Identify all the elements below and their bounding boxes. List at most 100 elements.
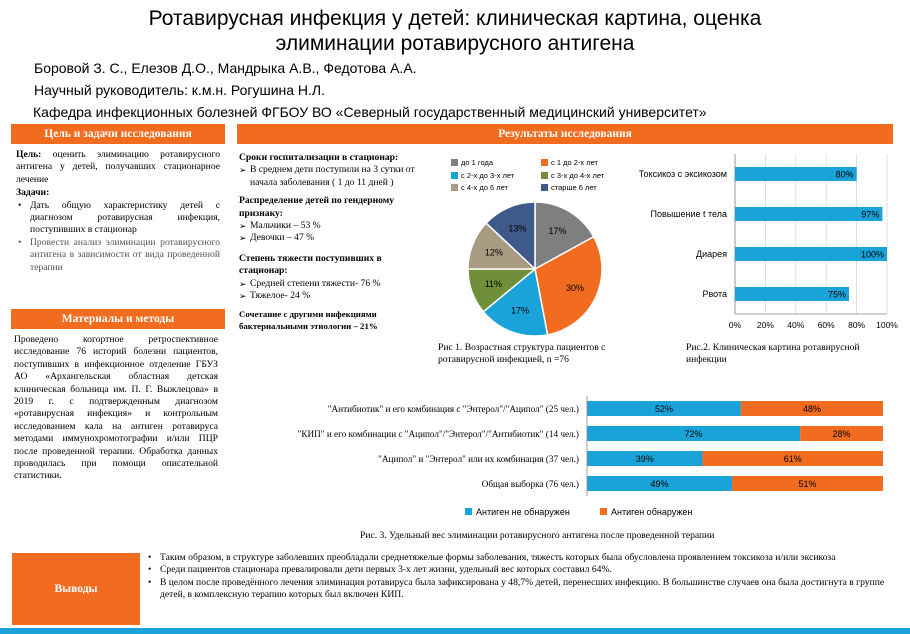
segment-value-label: 49% xyxy=(651,479,669,489)
clinical-bar xyxy=(735,207,883,221)
gender-title: Распределение детей по гендерному призна… xyxy=(239,195,395,219)
x-tick-label: 80% xyxy=(848,320,865,330)
conclusion-item: Таким образом, в структуре заболевших пр… xyxy=(146,552,906,565)
category-label: Токсикоз с эксикозом xyxy=(639,169,727,179)
bar-value-label: 100% xyxy=(861,250,884,260)
poster-title: Ротавирусная инфекция у детей: клиническ… xyxy=(0,6,910,56)
category-label: "Аципол" и "Энтерол" или их комбинация (… xyxy=(378,454,579,464)
stacked-bar-segment xyxy=(702,451,883,466)
stacked-bar-segment xyxy=(587,476,733,491)
legend-swatch xyxy=(541,159,548,166)
title-line-2: элиминации ротавирусного антигена xyxy=(275,32,635,55)
stacked-bar-segment xyxy=(587,451,703,466)
pie-slice-label: 11% xyxy=(485,279,502,289)
bar-value-label: 80% xyxy=(836,170,854,180)
segment-value-label: 48% xyxy=(803,404,821,414)
clinical-bar xyxy=(735,287,849,301)
legend-label: Антиген не обнаружен xyxy=(476,507,570,517)
category-label: "КИП" и его комбинации с "Аципол"/"Энтер… xyxy=(298,429,579,439)
pie-legend-item: с 4-х до 6 лет xyxy=(451,183,508,192)
stacked-bar-segment xyxy=(740,401,883,416)
x-tick-label: 60% xyxy=(818,320,835,330)
severity-title: Степень тяжести поступивших в стационар: xyxy=(239,252,382,277)
pie-slice xyxy=(534,235,603,336)
gender-item: Мальчики – 53 % xyxy=(239,220,429,233)
pie-legend-item: с 2-х до 3-х лет xyxy=(451,171,514,180)
gender-item: Девочки – 47 % xyxy=(239,232,429,245)
bar-value-label: 97% xyxy=(861,210,879,220)
methods-paragraph: Проведено когортное ретроспективное иссл… xyxy=(14,334,218,482)
pie-legend-item: старше 6 лет xyxy=(541,183,597,192)
conclusions-list: Таким образом, в структуре заболевших пр… xyxy=(146,552,906,602)
category-label: Рвота xyxy=(702,289,727,299)
clinical-bar xyxy=(735,167,857,181)
stacked-bar-segment xyxy=(587,401,741,416)
results-header: Результаты исследования xyxy=(237,124,893,144)
pie-legend-item: с 3-х до 4-х лет xyxy=(541,171,604,180)
bottom-accent-bar xyxy=(0,628,910,634)
stats-block: Сроки госпитализации в стационар: В сред… xyxy=(239,152,429,333)
legend-label: с 2-х до 3-х лет xyxy=(461,171,515,180)
pie-slice xyxy=(534,201,595,271)
x-tick-label: 0% xyxy=(729,320,742,330)
authors: Боровой З. С., Елезов Д.О., Мандрыка А.В… xyxy=(34,60,417,76)
pie-slice xyxy=(485,201,536,271)
stacked-bar-segment xyxy=(800,426,883,441)
legend-label: с 1 до 2-х лет xyxy=(551,158,598,167)
severity-item: Средней степени тяжести- 76 % xyxy=(239,278,429,291)
bar-value-label: 75% xyxy=(828,290,846,300)
legend-swatch xyxy=(451,159,458,166)
methods-text: Проведено когортное ретроспективное иссл… xyxy=(14,334,218,483)
pie-slice-label: 17% xyxy=(511,306,529,316)
fig1-caption: Рис 1. Возрастная структура пациентов с … xyxy=(438,342,606,366)
legend-swatch xyxy=(465,508,472,515)
category-label: Повышение t тела xyxy=(651,209,727,219)
x-tick-label: 100% xyxy=(876,320,898,330)
legend-swatch xyxy=(541,184,548,191)
segment-value-label: 72% xyxy=(685,429,703,439)
segment-value-label: 51% xyxy=(799,479,817,489)
conclusion-item: В целом после проведённого лечения элими… xyxy=(146,577,906,602)
pie-legend-item: до 1 года xyxy=(451,158,493,167)
tasks-label: Задачи: xyxy=(16,187,50,199)
pie-slice-label: 13% xyxy=(508,223,526,233)
hosp-title: Сроки госпитализации в стационар: xyxy=(239,152,399,163)
clinical-bar xyxy=(735,247,887,261)
hosp-item: В среднем дети поступили на 3 сутки от н… xyxy=(239,164,429,189)
aim-label: Цель: xyxy=(16,149,42,160)
stacked-bar-segment xyxy=(732,476,883,491)
elimination-stacked-chart: 52% 48% "Антибиотик" и его комбинация с "Э… xyxy=(298,396,883,517)
segment-value-label: 52% xyxy=(655,404,673,414)
aim-paragraph: Цель: оценить элиминацию ротавирусного а… xyxy=(16,149,220,186)
x-tick-label: 20% xyxy=(757,320,774,330)
legend-label: с 4-х до 6 лет xyxy=(461,183,508,192)
segment-value-label: 61% xyxy=(784,454,802,464)
segment-value-label: 28% xyxy=(833,429,851,439)
clinical-bar-chart: 0% 20% 40% 60% 80% 100% Токсикоз с эксикозом 80… xyxy=(639,154,898,330)
pie-slice-label: 12% xyxy=(485,248,503,258)
methods-header: Материалы и методы xyxy=(11,309,225,329)
legend-label: до 1 года xyxy=(461,158,494,167)
x-tick-label: 40% xyxy=(787,320,804,330)
pie-slice-label: 30% xyxy=(566,283,584,293)
task-item: Дать общую характеристику детей с диагно… xyxy=(16,200,220,237)
category-label: Диарея xyxy=(696,249,727,259)
conclusions-header: Выводы xyxy=(12,553,140,625)
conclusion-item: Среди пациентов стационара превалировали… xyxy=(146,564,906,577)
coinfection-text: Сочетание с другими инфекциями бактериал… xyxy=(239,309,378,332)
pie-slice xyxy=(482,267,549,337)
legend-swatch xyxy=(600,508,607,515)
task-item: Провести анализ элиминации ротавирусного… xyxy=(16,237,220,274)
title-line-1: Ротавирусная инфекция у детей: клиническ… xyxy=(148,7,762,30)
supervisor: Научный руководитель: к.м.н. Рогушина Н.… xyxy=(34,82,325,98)
pie-legend-item: с 1 до 2-х лет xyxy=(541,158,598,167)
tasks-list: Дать общую характеристику детей с диагно… xyxy=(16,200,220,274)
legend-label: с 3-х до 4-х лет xyxy=(551,171,605,180)
stacked-bar-segment xyxy=(587,426,801,441)
severity-item: Тяжелое- 24 % xyxy=(239,290,429,303)
segment-value-label: 39% xyxy=(636,454,654,464)
pie-slice-label: 17% xyxy=(549,226,567,236)
goals-header: Цель и задачи исследования xyxy=(11,124,225,144)
legend-swatch xyxy=(451,172,458,179)
department: Кафедра инфекционных болезней ФГБОУ ВО «… xyxy=(33,104,707,120)
